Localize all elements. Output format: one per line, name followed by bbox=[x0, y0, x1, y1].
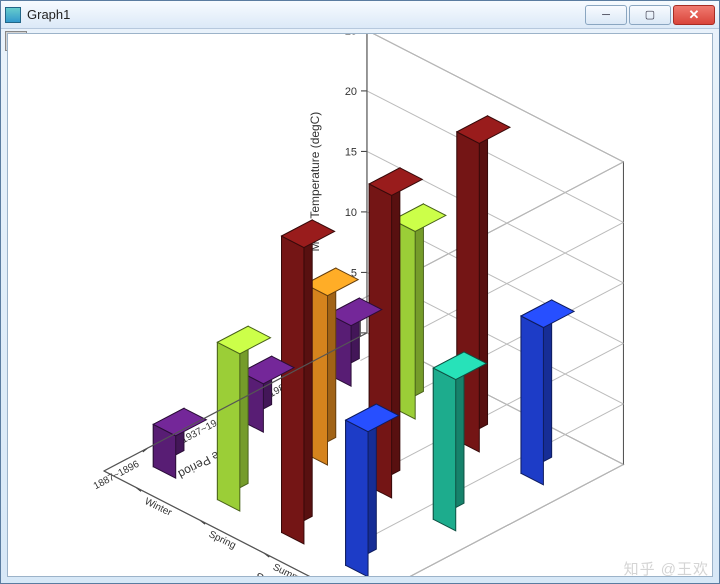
app-icon bbox=[5, 7, 21, 23]
window-title: Graph1 bbox=[27, 7, 585, 22]
window-controls: ─ ▢ ✕ bbox=[585, 5, 715, 25]
bar3d-chart: 0510152025Mean Temperature (degC)1987~19… bbox=[8, 34, 712, 576]
graph-window: Graph1 ─ ▢ ✕ 1 0510152025Mean Temperatur… bbox=[0, 0, 720, 584]
svg-text:25: 25 bbox=[345, 34, 357, 37]
svg-text:20: 20 bbox=[345, 86, 357, 98]
svg-text:15: 15 bbox=[345, 146, 357, 158]
maximize-button[interactable]: ▢ bbox=[629, 5, 671, 25]
chart-area: 0510152025Mean Temperature (degC)1987~19… bbox=[7, 33, 713, 577]
minimize-button[interactable]: ─ bbox=[585, 5, 627, 25]
close-button[interactable]: ✕ bbox=[673, 5, 715, 25]
titlebar[interactable]: Graph1 ─ ▢ ✕ bbox=[1, 1, 719, 29]
svg-text:10: 10 bbox=[345, 207, 357, 219]
